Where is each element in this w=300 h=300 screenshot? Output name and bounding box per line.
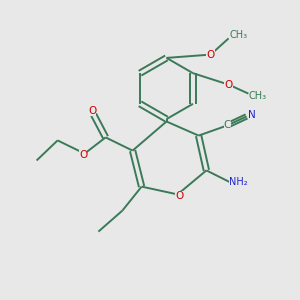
Text: O: O <box>206 50 215 60</box>
Text: N: N <box>248 110 256 120</box>
Text: NH₂: NH₂ <box>230 177 248 188</box>
Text: CH₃: CH₃ <box>249 91 267 101</box>
Text: O: O <box>88 106 96 116</box>
Text: C: C <box>224 120 231 130</box>
Text: O: O <box>79 150 87 160</box>
Text: O: O <box>224 80 233 90</box>
Text: O: O <box>175 191 183 201</box>
Text: CH₃: CH₃ <box>229 30 247 40</box>
